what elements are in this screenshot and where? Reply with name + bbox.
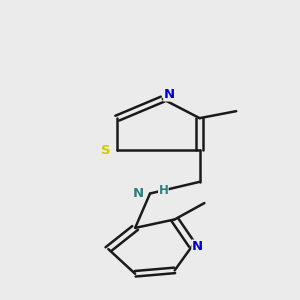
Text: N: N [192, 240, 203, 253]
Text: N: N [164, 88, 175, 101]
Text: H: H [158, 184, 168, 197]
Text: N: N [133, 187, 144, 200]
Text: S: S [100, 143, 110, 157]
